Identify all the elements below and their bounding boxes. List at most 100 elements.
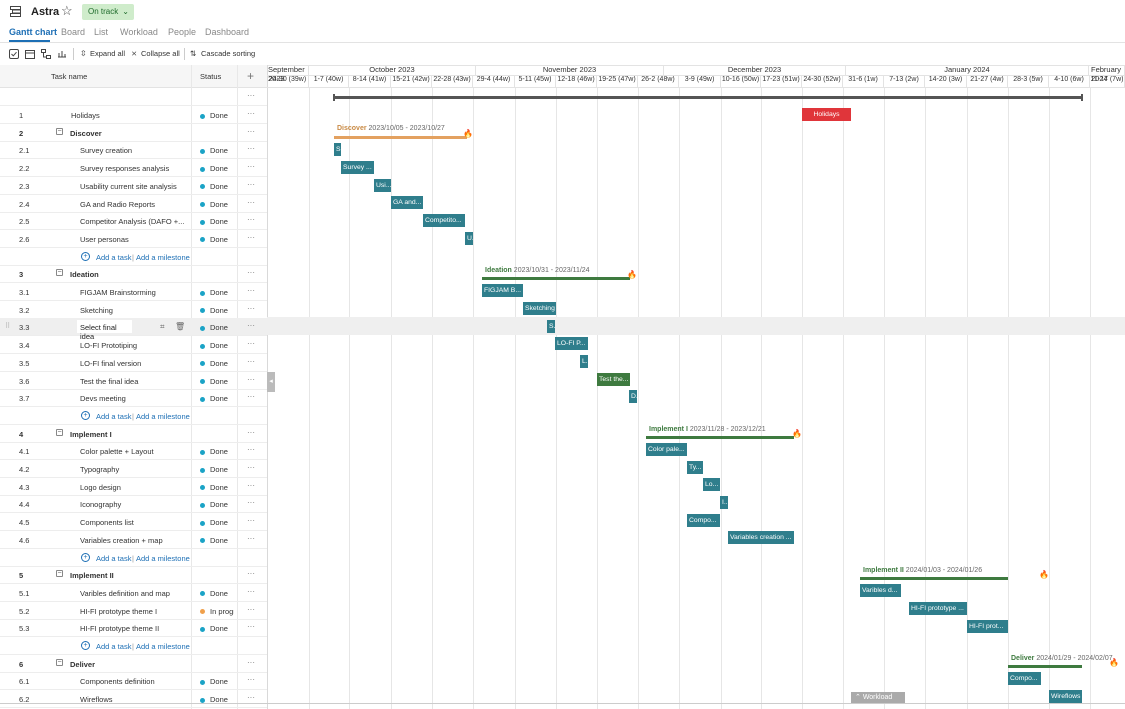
gantt-bar-task[interactable]: FIGJAM B...: [482, 284, 523, 297]
gantt-bar-task[interactable]: HI-FI prototype ...: [909, 602, 967, 615]
table-row[interactable]: 3.7 Devs meeting Done ···: [0, 389, 267, 408]
task-name[interactable]: Test the final idea: [80, 376, 139, 386]
status-cell[interactable]: Done: [200, 111, 234, 120]
table-row[interactable]: 2.1 Survey creation Done ···: [0, 141, 267, 160]
table-row[interactable]: 3.5 LO-FI final version Done ···: [0, 354, 267, 372]
gantt-bar-task[interactable]: Sketching: [523, 302, 556, 315]
dependency-icon[interactable]: [57, 49, 67, 59]
gantt-bar-holidays[interactable]: Holidays: [802, 108, 851, 121]
status-cell[interactable]: Done: [200, 359, 234, 368]
more-icon[interactable]: ···: [247, 126, 255, 136]
add-column-icon[interactable]: +: [247, 69, 255, 83]
status-cell[interactable]: Done: [200, 200, 234, 209]
more-icon[interactable]: ···: [247, 427, 255, 437]
group-row[interactable]: 4 − Implement I ···: [0, 425, 267, 443]
tab-list[interactable]: List: [94, 27, 109, 37]
task-name[interactable]: Varibles definition and map: [80, 588, 170, 598]
add-milestone-link[interactable]: Add a milestone: [136, 252, 190, 262]
open-detail-icon[interactable]: ⌗: [160, 322, 165, 332]
more-icon[interactable]: ···: [247, 498, 255, 508]
status-cell[interactable]: Done: [200, 217, 234, 226]
more-icon[interactable]: ···: [247, 356, 255, 366]
add-task-link[interactable]: Add a task: [96, 411, 132, 421]
gantt-bar-task[interactable]: L...: [580, 355, 588, 368]
group-row[interactable]: 2 − Discover ···: [0, 124, 267, 142]
more-icon[interactable]: ···: [247, 675, 255, 685]
task-name-editor[interactable]: Select final idea: [77, 320, 132, 341]
more-icon[interactable]: ···: [247, 197, 255, 207]
gantt-group-bar-deliver[interactable]: [1008, 665, 1082, 668]
workload-toggle[interactable]: ⌃ Workload: [851, 692, 905, 704]
tab-workload[interactable]: Workload: [120, 27, 158, 37]
cascade-sorting-button[interactable]: Cascade sorting: [201, 49, 256, 58]
status-cell[interactable]: Done: [200, 235, 234, 244]
add-task-link[interactable]: Add a task: [96, 553, 132, 563]
more-icon[interactable]: ···: [247, 516, 255, 526]
add-milestone-link[interactable]: Add a milestone: [136, 642, 190, 651]
more-icon[interactable]: ···: [247, 303, 255, 313]
more-icon[interactable]: ···: [247, 232, 255, 242]
calendar-icon[interactable]: [25, 49, 35, 59]
table-row[interactable]: 1 Holidays Done ···: [0, 106, 267, 124]
table-row[interactable]: 4.6 Variables creation + map Done ···: [0, 531, 267, 549]
more-icon[interactable]: ···: [247, 693, 255, 703]
column-header-status[interactable]: Status: [200, 72, 222, 81]
trash-icon[interactable]: 🗑: [175, 322, 186, 332]
status-cell[interactable]: Done: [200, 164, 234, 173]
add-icon[interactable]: +: [81, 251, 90, 261]
status-cell[interactable]: Done: [200, 377, 234, 386]
column-header-task-name[interactable]: Task name: [51, 72, 88, 81]
status-cell[interactable]: Done: [200, 624, 234, 633]
task-name[interactable]: Components definition: [80, 677, 155, 687]
status-cell[interactable]: Done: [200, 146, 234, 155]
more-icon[interactable]: ···: [247, 144, 255, 154]
gantt-bar-task[interactable]: S...: [547, 320, 555, 333]
table-row[interactable]: 4.2 Typography Done ···: [0, 460, 267, 478]
gantt-bar-task[interactable]: S...: [334, 143, 341, 156]
expand-icon[interactable]: ⇳: [80, 49, 87, 58]
table-row[interactable]: 3.3 ⠿ Select final idea ⌗ 🗑 Done ···: [0, 318, 267, 341]
task-name[interactable]: Usability current site analysis: [80, 181, 177, 191]
status-cell[interactable]: Done: [200, 288, 234, 297]
task-name[interactable]: Holidays: [71, 111, 100, 120]
add-milestone-link[interactable]: Add a milestone: [136, 411, 190, 421]
status-badge[interactable]: On track ⌄: [82, 4, 134, 20]
task-name[interactable]: Iconography: [80, 500, 122, 510]
status-cell[interactable]: Done: [200, 447, 234, 456]
task-name[interactable]: Wireflows: [80, 695, 113, 705]
checkbox-icon[interactable]: [9, 49, 19, 59]
collapse-icon[interactable]: −: [56, 570, 63, 578]
group-row[interactable]: 3 − Ideation ···: [0, 265, 267, 284]
sort-icon[interactable]: ⇅: [190, 49, 197, 58]
tab-gantt-chart[interactable]: Gantt chart: [9, 27, 58, 37]
task-name[interactable]: Implement I: [70, 429, 112, 439]
table-row[interactable]: 3.2 Sketching Done ···: [0, 301, 267, 319]
task-name[interactable]: GA and Radio Reports: [80, 199, 156, 209]
task-name[interactable]: Typography: [80, 465, 120, 474]
gantt-bar-task[interactable]: Lo...: [703, 478, 720, 491]
collapse-icon[interactable]: −: [56, 269, 63, 277]
gantt-bar-task[interactable]: Survey ...: [341, 161, 374, 174]
status-cell[interactable]: In progress: [200, 607, 234, 616]
group-row[interactable]: 6 − Deliver ···: [0, 655, 267, 673]
more-icon[interactable]: ···: [247, 321, 255, 331]
tab-people[interactable]: People: [168, 27, 197, 37]
task-name[interactable]: HI-FI prototype theme I: [80, 606, 158, 616]
gantt-group-bar-discover[interactable]: [334, 136, 467, 139]
task-name[interactable]: Survey creation: [80, 146, 133, 156]
task-name[interactable]: LO-FI Prototiping: [80, 341, 138, 351]
table-row[interactable]: 2.4 GA and Radio Reports Done ···: [0, 195, 267, 213]
gantt-bar-task[interactable]: Wireflows: [1049, 690, 1082, 703]
more-icon[interactable]: ···: [247, 604, 255, 614]
task-name[interactable]: Variables creation + map: [80, 535, 163, 545]
gantt-bar-task[interactable]: Ty...: [687, 461, 703, 474]
gantt-bar-task[interactable]: Compo...: [687, 514, 720, 527]
table-row[interactable]: 5.1 Varibles definition and map Done ···: [0, 584, 267, 602]
task-name[interactable]: Discover: [70, 128, 102, 138]
collapse-icon[interactable]: ⨯: [131, 49, 138, 58]
more-icon[interactable]: ···: [247, 622, 255, 632]
collapse-all-button[interactable]: Collapse all: [141, 49, 180, 58]
task-name[interactable]: Color palette + Layout: [80, 447, 154, 457]
status-cell[interactable]: Done: [200, 341, 234, 350]
gantt-bar-task[interactable]: LO-FI P...: [555, 337, 588, 350]
